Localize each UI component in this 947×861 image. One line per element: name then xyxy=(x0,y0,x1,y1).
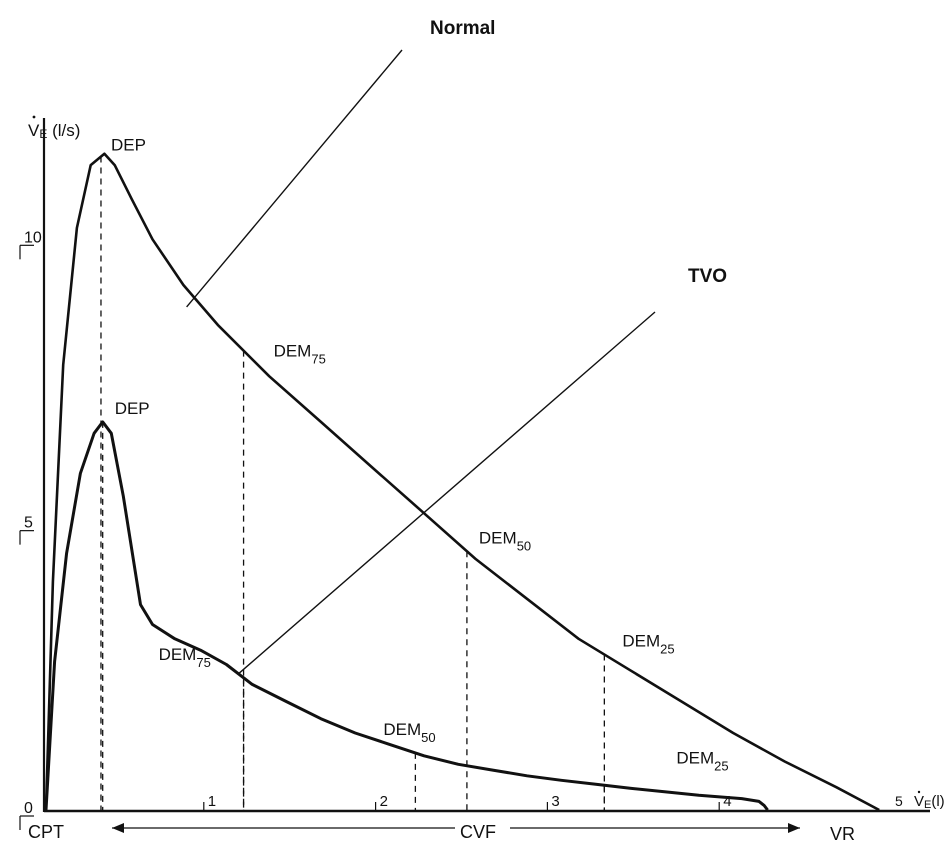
arrow-left-head xyxy=(112,823,124,833)
y-axis-label: VE (l/s) xyxy=(28,121,80,141)
y-tick-label: 10 xyxy=(24,229,42,246)
series-curve-normal xyxy=(44,152,880,812)
point-label: DEP xyxy=(115,399,150,418)
point-label: DEM50 xyxy=(479,528,531,553)
y-tick-label: 5 xyxy=(24,515,33,532)
point-label: DEM75 xyxy=(159,645,211,670)
y-tick-label: 0 xyxy=(24,800,33,817)
point-label: DEM25 xyxy=(676,748,728,773)
x-tick-label: 5 xyxy=(895,793,903,809)
point-label: DEM50 xyxy=(383,720,435,745)
tvo-leader-line xyxy=(237,311,656,675)
y-axis-label-dot xyxy=(32,115,36,119)
x-axis-label: VE(l) xyxy=(914,793,945,811)
x-tick-label: 4 xyxy=(723,793,731,810)
point-label: DEM75 xyxy=(274,342,326,367)
normal-leader-line xyxy=(186,49,403,308)
x-tick-label: 1 xyxy=(208,793,216,810)
series-name-tvo: TVO xyxy=(688,266,727,287)
bottom-label-cvf: CVF xyxy=(460,822,496,842)
bottom-label-cpt: CPT xyxy=(28,822,64,842)
point-label: DEP xyxy=(111,136,146,155)
bottom-label-vr: VR xyxy=(830,824,855,844)
x-tick-label: 3 xyxy=(551,793,559,810)
x-axis-label-dot xyxy=(917,790,921,794)
arrow-right-head xyxy=(788,823,800,833)
series-name-normal: Normal xyxy=(430,18,495,39)
point-label: DEM25 xyxy=(622,631,674,656)
x-tick-label: 2 xyxy=(380,793,388,810)
series-curve-tvo xyxy=(44,420,769,811)
